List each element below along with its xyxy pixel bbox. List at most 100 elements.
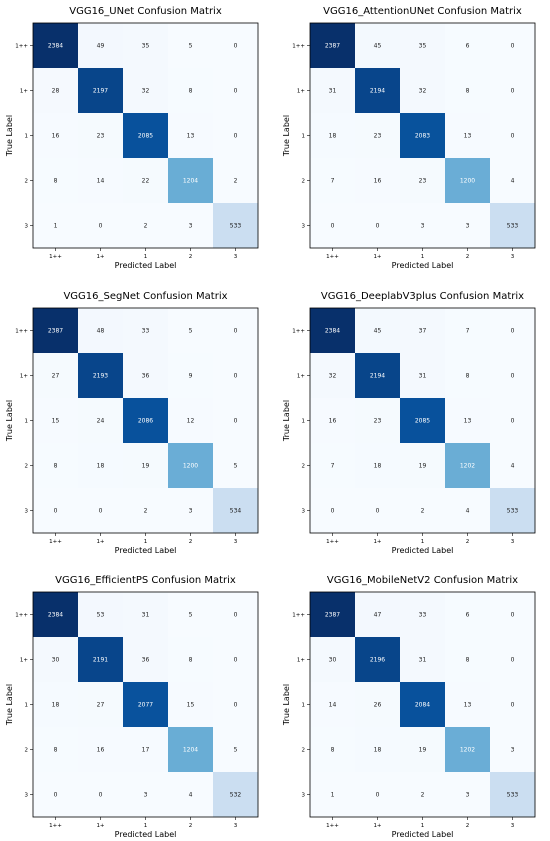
cell-value-label: 2 bbox=[421, 508, 425, 515]
y-tick-label: 1+ bbox=[297, 658, 305, 664]
heatmap-cell bbox=[355, 637, 401, 683]
confusion-matrix-panel: VGG16_AttentionUNet Confusion Matrix2387… bbox=[282, 6, 536, 270]
x-tick-label: 2 bbox=[466, 823, 470, 829]
x-tick-label: 1+ bbox=[96, 539, 104, 545]
cell-value-label: 18 bbox=[52, 702, 60, 709]
cell-value-label: 0 bbox=[234, 702, 238, 709]
y-axis-label: True Label bbox=[5, 115, 14, 157]
heatmap-cell bbox=[490, 158, 536, 204]
heatmap-cell bbox=[490, 682, 536, 728]
heatmap-cell bbox=[490, 772, 536, 818]
cell-value-label: 35 bbox=[142, 43, 150, 50]
cell-value-label: 0 bbox=[234, 88, 238, 95]
heatmap-cell bbox=[78, 682, 124, 728]
cell-value-label: 2085 bbox=[415, 418, 430, 425]
heatmap-cell bbox=[33, 772, 79, 818]
heatmap-cell bbox=[310, 68, 356, 114]
cell-value-label: 15 bbox=[187, 702, 195, 709]
cell-value-label: 3 bbox=[466, 223, 470, 230]
x-axis-label: Predicted Label bbox=[115, 546, 177, 555]
heatmap-cell bbox=[33, 158, 79, 204]
heatmap-cell bbox=[168, 772, 214, 818]
cell-value-label: 0 bbox=[331, 508, 335, 515]
heatmap-cell bbox=[355, 592, 401, 638]
heatmap-cell bbox=[123, 23, 169, 69]
y-tick-label: 2 bbox=[25, 748, 29, 754]
cell-value-label: 2086 bbox=[138, 418, 153, 425]
heatmap-cell bbox=[445, 203, 491, 249]
cell-value-label: 0 bbox=[511, 657, 515, 664]
heatmap-cell bbox=[490, 637, 536, 683]
cell-value-label: 5 bbox=[189, 43, 193, 50]
heatmap-cell bbox=[168, 203, 214, 249]
cell-value-label: 27 bbox=[97, 702, 105, 709]
cell-value-label: 0 bbox=[234, 418, 238, 425]
heatmap-cell bbox=[123, 113, 169, 159]
cell-value-label: 533 bbox=[507, 508, 519, 515]
heatmap-cell bbox=[400, 727, 446, 773]
heatmap-cell bbox=[33, 203, 79, 249]
cell-value-label: 32 bbox=[329, 373, 337, 380]
cell-value-label: 4 bbox=[511, 463, 515, 470]
cell-value-label: 6 bbox=[466, 612, 470, 619]
cell-value-label: 0 bbox=[99, 223, 103, 230]
heatmap-cell bbox=[123, 158, 169, 204]
heatmap-cell bbox=[355, 68, 401, 114]
cell-value-label: 5 bbox=[189, 328, 193, 335]
cell-value-label: 2384 bbox=[48, 612, 63, 619]
heatmap-cell bbox=[355, 158, 401, 204]
cell-value-label: 8 bbox=[331, 747, 335, 754]
cell-value-label: 0 bbox=[511, 328, 515, 335]
cell-value-label: 5 bbox=[234, 463, 238, 470]
heatmap-cell bbox=[213, 158, 259, 204]
heatmap-cell bbox=[78, 443, 124, 489]
cell-value-label: 4 bbox=[189, 792, 193, 799]
confusion-matrix-panel: VGG16_MobileNetV2 Confusion Matrix 2387 47… bbox=[282, 575, 536, 839]
cell-value-label: 8 bbox=[54, 463, 58, 470]
cell-value-label: 8 bbox=[189, 657, 193, 664]
y-tick-label: 3 bbox=[302, 793, 306, 799]
heatmap-cell bbox=[168, 308, 214, 354]
cell-value-label: 534 bbox=[230, 508, 242, 515]
cell-value-label: 33 bbox=[419, 612, 427, 619]
y-axis-label: True Label bbox=[282, 684, 291, 726]
heatmap-cell bbox=[78, 772, 124, 818]
heatmap-cell bbox=[355, 398, 401, 444]
cell-value-label: 16 bbox=[52, 133, 60, 140]
cell-value-label: 0 bbox=[331, 223, 335, 230]
cell-value-label: 32 bbox=[419, 88, 427, 95]
cell-value-label: 1 bbox=[331, 792, 335, 799]
cell-value-label: 23 bbox=[419, 178, 427, 185]
cell-value-label: 0 bbox=[54, 792, 58, 799]
heatmap-cell bbox=[213, 488, 259, 534]
heatmap-cell bbox=[168, 443, 214, 489]
heatmap-cell bbox=[445, 68, 491, 114]
x-tick-label: 3 bbox=[511, 254, 515, 260]
x-axis-label: Predicted Label bbox=[115, 261, 177, 270]
heatmap-cell bbox=[400, 113, 446, 159]
cell-value-label: 24 bbox=[97, 418, 105, 425]
heatmap-cell bbox=[445, 398, 491, 444]
heatmap-cell bbox=[33, 398, 79, 444]
y-tick-label: 1 bbox=[25, 134, 29, 140]
heatmap-cell bbox=[213, 727, 259, 773]
cell-value-label: 1200 bbox=[460, 178, 475, 185]
cell-value-label: 6 bbox=[466, 43, 470, 50]
heatmap-cell bbox=[490, 727, 536, 773]
cell-value-label: 1200 bbox=[183, 463, 198, 470]
y-tick-label: 1+ bbox=[297, 374, 305, 380]
heatmap-cell bbox=[213, 592, 259, 638]
heatmap-cell bbox=[168, 23, 214, 69]
heatmap-cell bbox=[78, 398, 124, 444]
cell-value-label: 7 bbox=[466, 328, 470, 335]
heatmap-cell bbox=[123, 772, 169, 818]
heatmap-cell bbox=[33, 727, 79, 773]
heatmap-cell bbox=[123, 68, 169, 114]
cell-value-label: 0 bbox=[234, 328, 238, 335]
y-axis-label: True Label bbox=[282, 115, 291, 157]
heatmap-cell bbox=[123, 682, 169, 728]
cell-value-label: 2191 bbox=[93, 657, 108, 664]
chart-title: VGG16_AttentionUNet Confusion Matrix bbox=[323, 6, 522, 17]
heatmap-cell bbox=[123, 203, 169, 249]
